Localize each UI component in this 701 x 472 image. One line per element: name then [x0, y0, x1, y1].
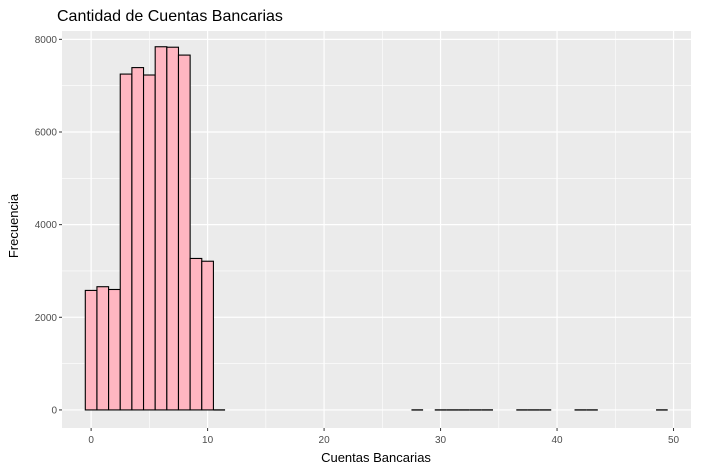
- histogram-bar: [84, 289, 98, 411]
- y-tick-label: 0: [51, 405, 57, 416]
- chart-title: Cantidad de Cuentas Bancarias: [57, 8, 283, 25]
- histogram-bar: [154, 46, 168, 411]
- histogram-bar: [201, 260, 214, 411]
- histogram-bar: [108, 288, 121, 411]
- y-tick-label: 4000: [35, 220, 58, 231]
- x-tick-label: 30: [435, 435, 447, 446]
- x-axis-title: Cuentas Bancarias: [321, 450, 431, 465]
- bars: [84, 46, 668, 411]
- histogram-bar: [96, 286, 110, 411]
- x-tick-label: 50: [668, 435, 680, 446]
- histogram-bar: [177, 54, 191, 411]
- x-axis: 0 10 20 30 40 50: [88, 428, 680, 446]
- y-tick-label: 6000: [35, 127, 58, 138]
- histogram-bar: [142, 74, 156, 411]
- histogram-bar: [119, 73, 133, 411]
- y-tick-label: 2000: [35, 313, 58, 324]
- histogram-bar: [189, 257, 203, 411]
- x-tick-label: 10: [202, 435, 214, 446]
- y-tick-label: 8000: [35, 35, 58, 46]
- x-tick-label: 40: [551, 435, 563, 446]
- x-tick-label: 0: [88, 435, 94, 446]
- x-tick-label: 20: [319, 435, 331, 446]
- histogram-bar: [166, 46, 180, 411]
- y-axis: 0 2000 4000 6000 8000: [35, 35, 62, 416]
- y-axis-title: Frecuencia: [6, 193, 21, 258]
- histogram-bar: [131, 67, 145, 411]
